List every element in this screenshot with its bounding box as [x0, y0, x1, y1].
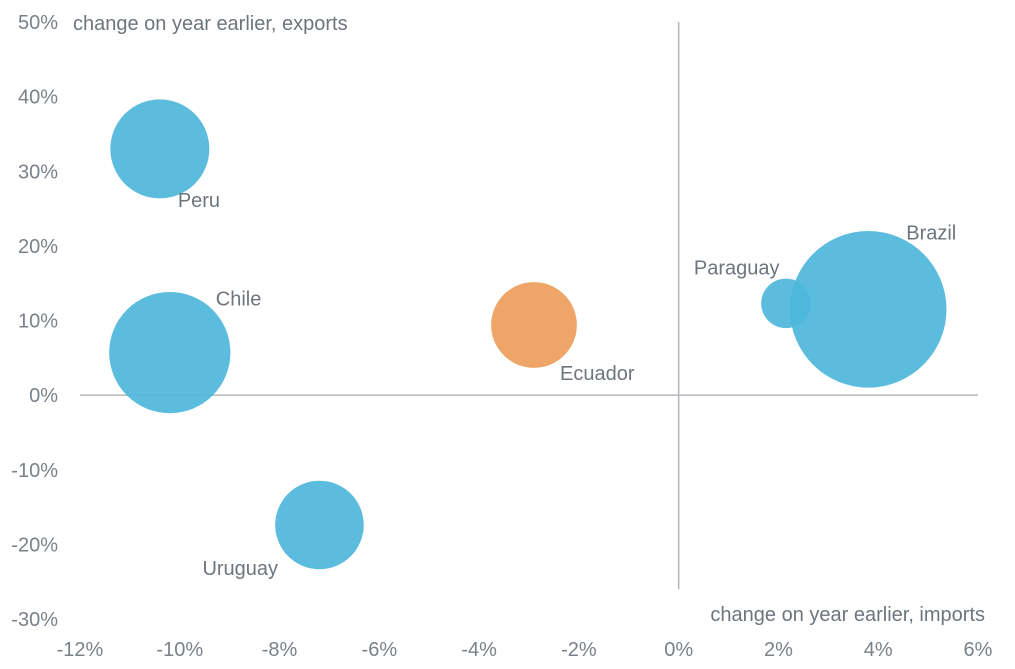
- bubble-label-peru: Peru: [178, 190, 220, 212]
- tick-labels: 50% 40% 30% 20% 10% 0% -10% -20% -30% -12% -10% -8%…: [11, 12, 992, 661]
- x-tick-label: -10%: [156, 639, 203, 661]
- x-axis-title: change on year earlier, imports: [710, 604, 985, 626]
- y-tick-label: 20%: [18, 236, 58, 258]
- x-tick-label: -8%: [262, 639, 298, 661]
- x-tick-label: -12%: [57, 639, 104, 661]
- axes: [80, 22, 978, 590]
- bubble-label-brazil: Brazil: [906, 222, 956, 244]
- y-tick-label: -30%: [11, 609, 58, 631]
- x-tick-label: 6%: [964, 639, 993, 661]
- bubble-labels: Peru Chile Uruguay Ecuador Paraguay Brazil: [178, 190, 956, 580]
- x-tick-label: -4%: [461, 639, 497, 661]
- bubble-peru[interactable]: [110, 99, 210, 199]
- bubble-chile[interactable]: [109, 291, 231, 414]
- y-tick-label: 0%: [29, 385, 58, 407]
- x-tick-label: -2%: [561, 639, 597, 661]
- y-tick-label: 10%: [18, 311, 58, 333]
- bubble-label-ecuador: Ecuador: [560, 363, 635, 385]
- y-tick-label: -10%: [11, 460, 58, 482]
- bubble-ecuador[interactable]: [491, 282, 577, 368]
- x-tick-label: 4%: [864, 639, 893, 661]
- x-tick-label: 2%: [764, 639, 793, 661]
- y-axis-title: change on year earlier, exports: [73, 13, 348, 35]
- bubble-label-chile: Chile: [216, 289, 262, 311]
- bubble-label-uruguay: Uruguay: [202, 558, 278, 580]
- bubble-brazil[interactable]: [789, 231, 947, 388]
- bubbles: [109, 99, 947, 570]
- x-tick-label: 0%: [664, 639, 693, 661]
- bubble-label-paraguay: Paraguay: [694, 257, 780, 279]
- x-tick-label: -6%: [362, 639, 398, 661]
- bubble-uruguay[interactable]: [275, 480, 364, 570]
- y-tick-label: 40%: [18, 87, 58, 109]
- y-tick-label: 30%: [18, 161, 58, 183]
- y-tick-label: -20%: [11, 534, 58, 556]
- y-tick-label: 50%: [18, 12, 58, 34]
